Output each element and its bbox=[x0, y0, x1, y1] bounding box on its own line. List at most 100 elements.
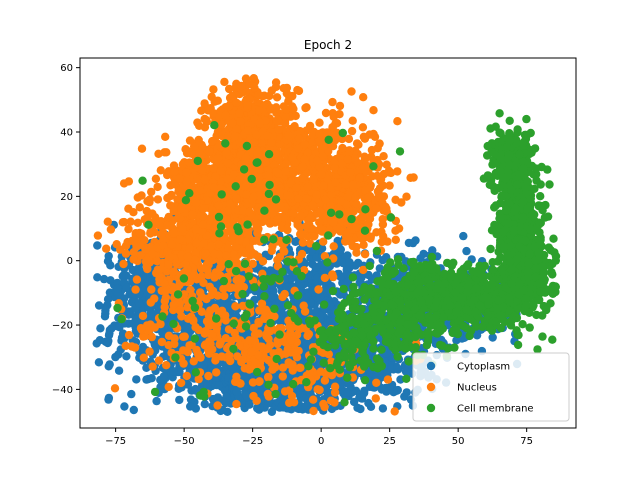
data-point bbox=[99, 274, 109, 284]
data-point bbox=[254, 106, 264, 115]
data-point bbox=[369, 106, 378, 115]
data-point bbox=[186, 402, 195, 411]
data-point bbox=[200, 399, 209, 409]
data-point bbox=[200, 99, 209, 108]
data-point bbox=[104, 251, 113, 261]
data-point bbox=[185, 158, 194, 167]
data-point bbox=[127, 389, 136, 399]
data-point bbox=[488, 333, 497, 342]
data-point bbox=[358, 123, 368, 132]
data-point bbox=[224, 102, 233, 111]
data-point bbox=[232, 387, 242, 397]
data-point bbox=[347, 126, 357, 136]
data-point bbox=[122, 283, 131, 293]
data-point bbox=[221, 398, 230, 408]
data-point bbox=[315, 137, 324, 146]
data-point bbox=[222, 149, 231, 158]
data-point bbox=[197, 106, 206, 115]
data-point bbox=[225, 84, 234, 94]
data-point bbox=[122, 352, 131, 361]
data-point bbox=[235, 109, 244, 118]
data-point bbox=[192, 199, 201, 208]
data-point bbox=[288, 91, 297, 101]
data-point bbox=[472, 331, 482, 340]
data-point bbox=[345, 258, 354, 267]
data-point bbox=[203, 106, 213, 115]
data-point bbox=[220, 77, 229, 87]
data-point bbox=[411, 236, 420, 245]
data-point bbox=[298, 238, 308, 247]
data-point bbox=[393, 363, 402, 372]
data-point bbox=[168, 373, 177, 382]
data-point bbox=[312, 262, 321, 272]
data-point bbox=[209, 85, 218, 94]
data-point bbox=[153, 182, 162, 192]
data-point bbox=[262, 131, 272, 140]
data-point bbox=[404, 238, 414, 248]
data-point bbox=[303, 292, 312, 301]
data-point bbox=[306, 253, 315, 262]
data-point bbox=[182, 177, 191, 186]
data-point bbox=[223, 407, 232, 416]
points-layer bbox=[92, 74, 561, 416]
data-point bbox=[221, 111, 230, 120]
data-point bbox=[302, 339, 311, 348]
data-point bbox=[249, 74, 258, 83]
data-point bbox=[280, 119, 290, 128]
data-point bbox=[151, 174, 161, 183]
data-point bbox=[134, 299, 144, 308]
data-point bbox=[170, 167, 179, 177]
data-point bbox=[228, 119, 237, 128]
data-point bbox=[94, 301, 104, 310]
data-point bbox=[114, 366, 124, 375]
data-point bbox=[281, 105, 290, 114]
data-point bbox=[232, 98, 241, 108]
data-point bbox=[266, 293, 275, 302]
data-point bbox=[273, 115, 282, 125]
data-point bbox=[144, 374, 153, 384]
data-point bbox=[142, 363, 151, 372]
data-point bbox=[343, 251, 352, 260]
data-point bbox=[282, 283, 291, 292]
data-point bbox=[111, 352, 120, 362]
data-point bbox=[113, 290, 123, 299]
data-point bbox=[208, 394, 218, 404]
data-point bbox=[92, 339, 101, 348]
data-point bbox=[236, 117, 245, 126]
data-point bbox=[347, 87, 356, 96]
data-point bbox=[213, 154, 223, 163]
data-point bbox=[336, 272, 345, 281]
data-point bbox=[356, 404, 365, 414]
data-point bbox=[104, 395, 113, 404]
data-point bbox=[249, 138, 259, 147]
data-point bbox=[198, 166, 207, 175]
data-point bbox=[385, 385, 395, 394]
data-point bbox=[163, 170, 172, 180]
data-point bbox=[294, 404, 304, 414]
data-point bbox=[243, 126, 253, 135]
data-point bbox=[96, 324, 105, 333]
data-point bbox=[265, 219, 275, 228]
data-point bbox=[209, 183, 219, 192]
data-point bbox=[301, 103, 310, 113]
data-point bbox=[359, 93, 368, 102]
data-point bbox=[210, 97, 219, 106]
data-point bbox=[132, 375, 141, 384]
data-point bbox=[167, 190, 176, 200]
data-point bbox=[261, 250, 270, 259]
data-point bbox=[137, 144, 147, 153]
data-point bbox=[208, 137, 217, 146]
data-point bbox=[160, 148, 169, 157]
data-point bbox=[199, 360, 208, 369]
data-point bbox=[161, 132, 170, 141]
data-point bbox=[289, 209, 298, 218]
data-point bbox=[213, 127, 223, 137]
data-point bbox=[101, 337, 110, 346]
data-point bbox=[93, 273, 102, 282]
data-point bbox=[216, 166, 225, 176]
data-point bbox=[93, 241, 102, 250]
data-point bbox=[245, 80, 254, 89]
data-point bbox=[182, 168, 191, 177]
data-point bbox=[243, 101, 252, 110]
data-point bbox=[419, 249, 428, 259]
